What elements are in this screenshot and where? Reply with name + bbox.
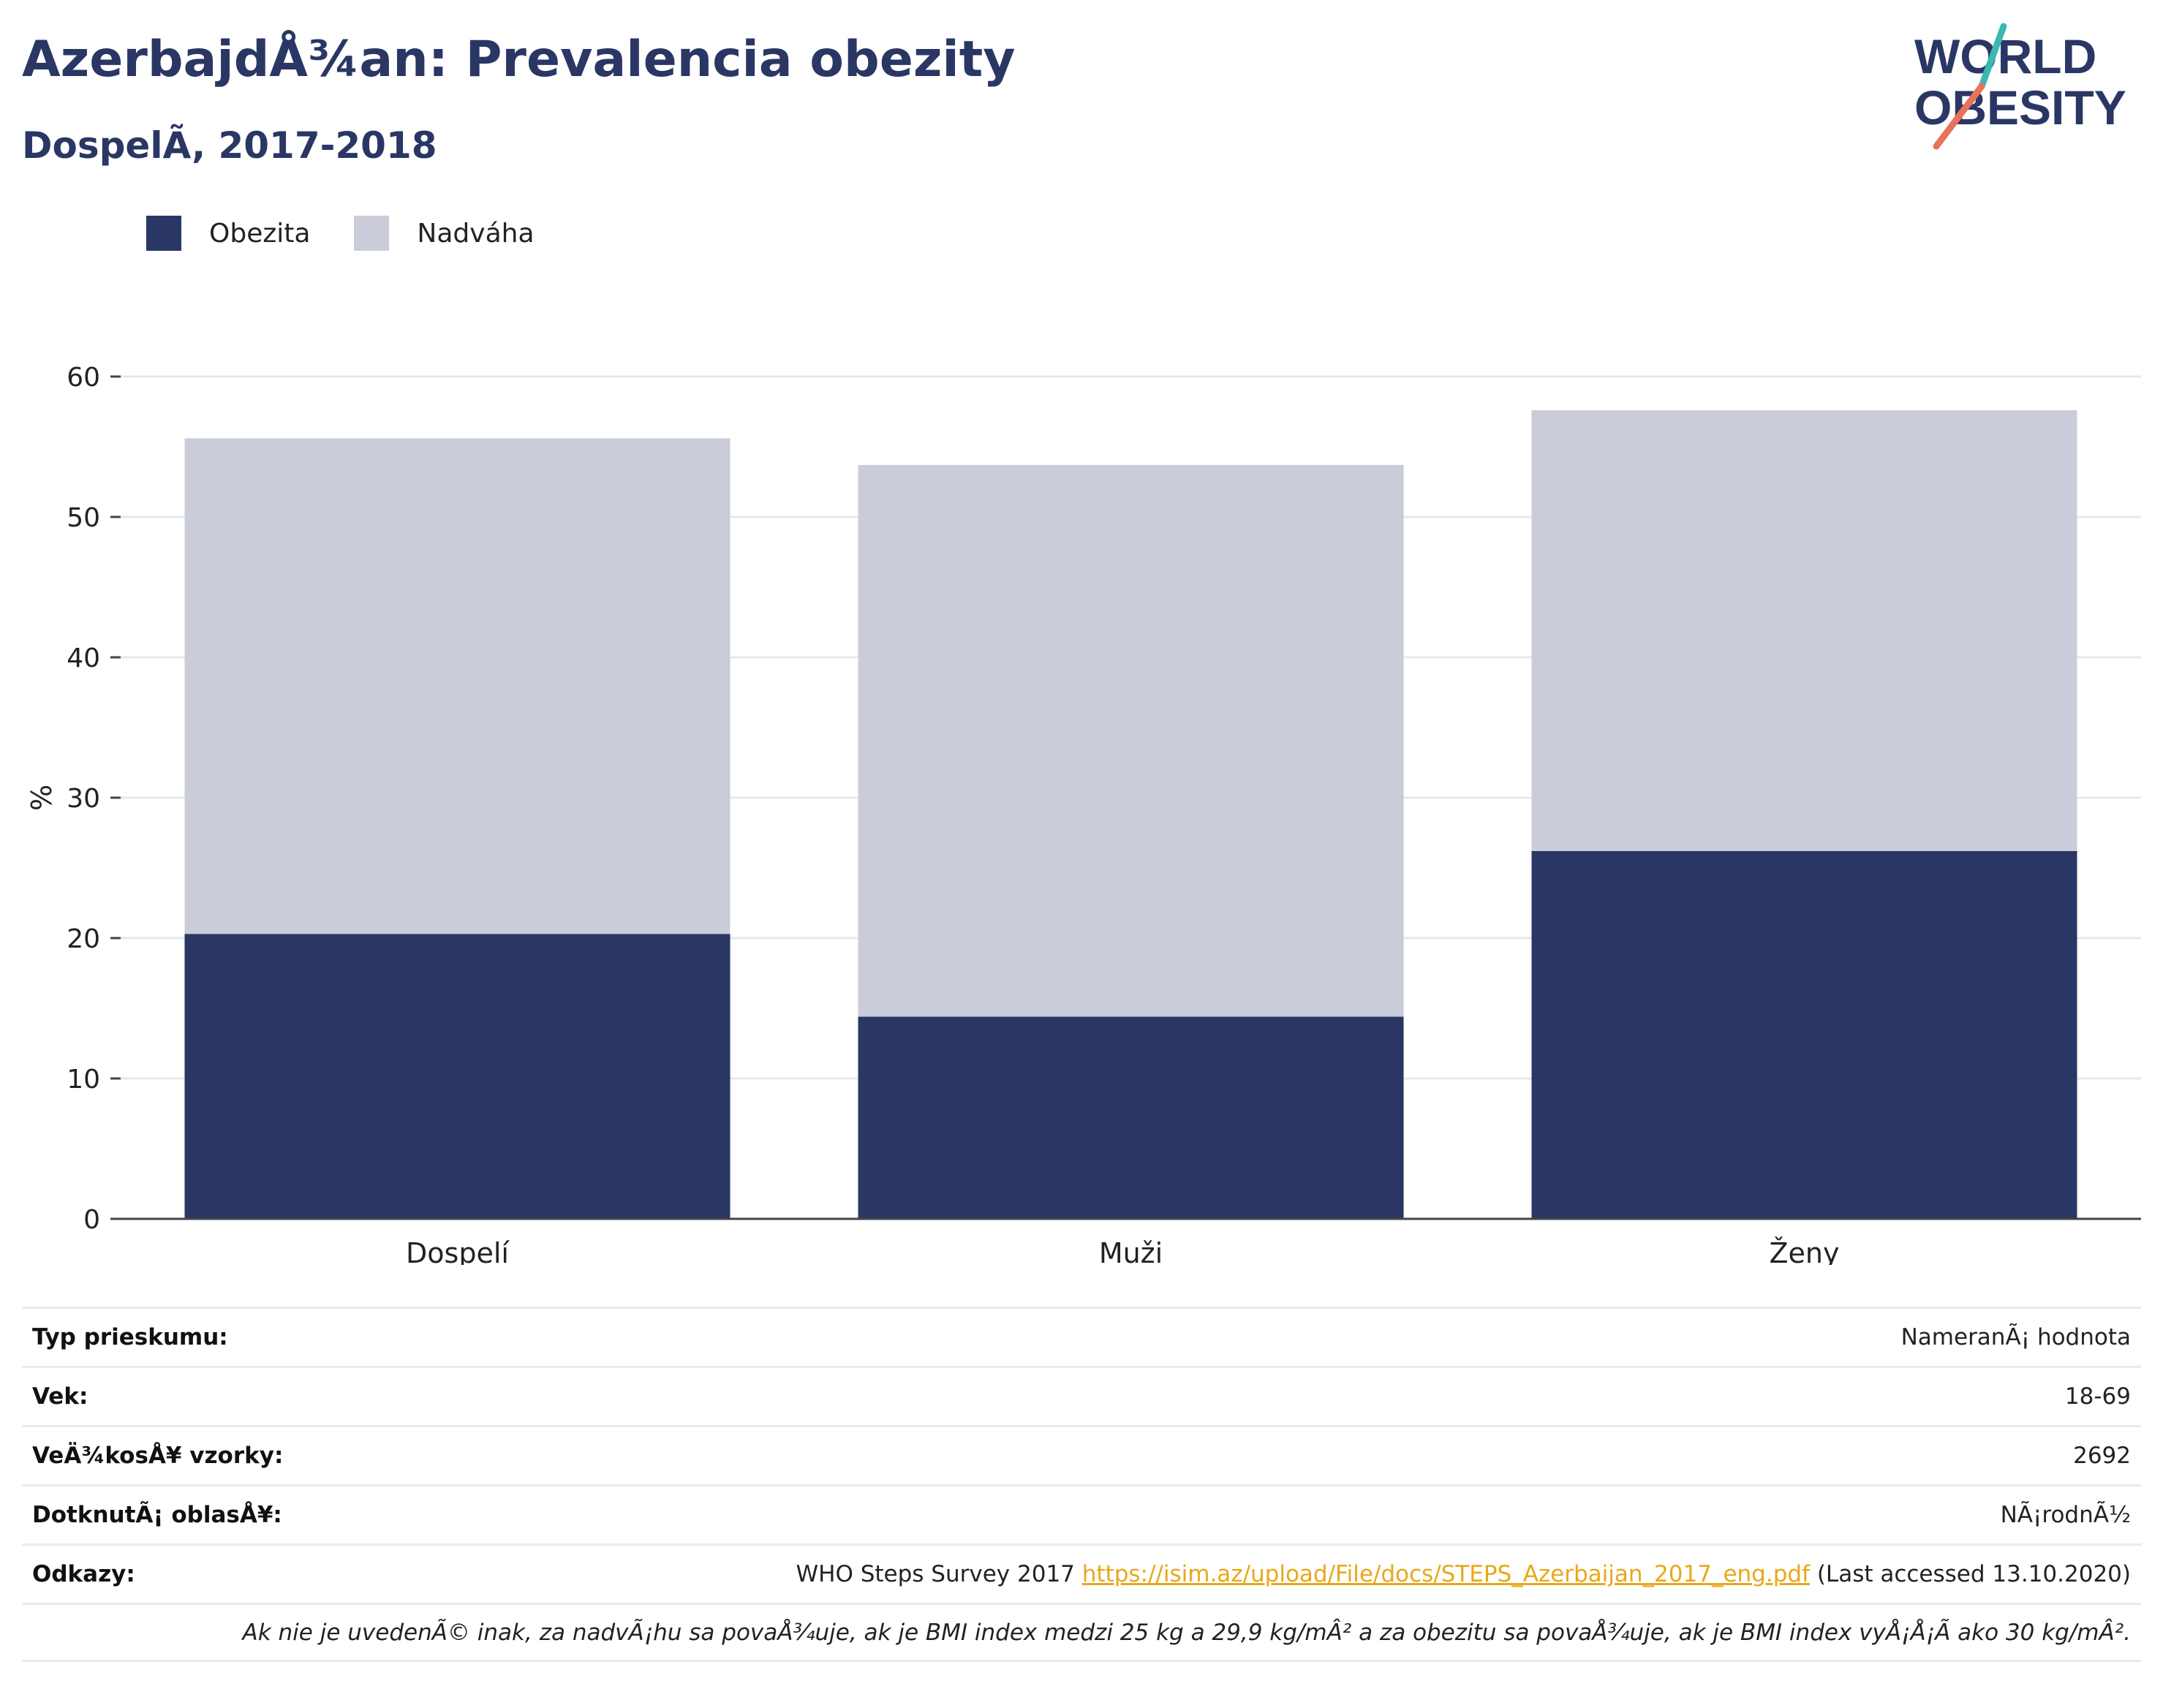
bar-overweight — [184, 438, 731, 934]
world-obesity-logo: WORLD OBESITY — [1914, 23, 2126, 150]
chart-title: AzerbajdÅ¾an: Prevalencia obezity — [22, 31, 1016, 88]
info-row-references: Odkazy: WHO Steps Survey 2017 https://is… — [22, 1543, 2141, 1603]
age-value: 18-69 — [2064, 1383, 2131, 1410]
age-label: Vek: — [32, 1383, 88, 1410]
legend-item-overweight: Nadváha — [354, 216, 535, 251]
y-tick-label: 30 — [67, 784, 100, 814]
logo-slash-coral — [1933, 83, 1985, 150]
legend-swatch-obesity — [146, 216, 181, 251]
bar-obesity — [1531, 850, 2077, 1219]
bar-obesity — [184, 934, 731, 1219]
info-row-sample-size: VeÄ¾kosÅ¥ vzorky: 2692 — [22, 1425, 2141, 1484]
area-label: DotknutÃ¡ oblasÅ¥: — [32, 1502, 282, 1528]
bmi-definition-note: Ak nie je uvedenÃ© inak, za nadvÃ¡hu sa … — [242, 1619, 2131, 1646]
area-value: NÃ¡rodnÃ½ — [2000, 1502, 2131, 1528]
y-tick-label: 50 — [67, 503, 100, 533]
info-row-survey-type: Typ prieskumu: NameranÃ¡ hodnota — [22, 1307, 2141, 1366]
x-tick-label: Dospelí — [406, 1237, 510, 1265]
survey-info-table: Typ prieskumu: NameranÃ¡ hodnota Vek: 18… — [22, 1307, 2141, 1662]
references-prefix: WHO Steps Survey 2017 — [796, 1561, 1075, 1587]
x-tick-label: Muži — [1099, 1237, 1163, 1265]
info-row-age: Vek: 18-69 — [22, 1366, 2141, 1425]
references-label: Odkazy: — [32, 1561, 135, 1587]
y-axis-label: % — [26, 785, 58, 811]
sample-size-label: VeÄ¾kosÅ¥ vzorky: — [32, 1443, 284, 1469]
legend-label-obesity: Obezita — [209, 218, 311, 249]
y-tick-label: 40 — [67, 643, 100, 673]
x-tick-label: Ženy — [1770, 1237, 1840, 1265]
legend-item-obesity: Obezita — [146, 216, 310, 251]
logo-slash-teal — [1978, 23, 2007, 90]
y-tick-label: 20 — [67, 924, 100, 954]
y-tick-label: 10 — [67, 1065, 100, 1095]
y-tick-label: 60 — [67, 363, 100, 393]
logo-text-obesity: OBESITY — [1914, 80, 2126, 135]
y-tick-label: 0 — [83, 1205, 100, 1235]
logo-text-world: WORLD — [1914, 29, 2096, 83]
info-row-note: Ak nie je uvedenÃ© inak, za nadvÃ¡hu sa … — [22, 1603, 2141, 1662]
references-value: WHO Steps Survey 2017 https://isim.az/up… — [796, 1561, 2132, 1587]
chart-legend: Obezita Nadváha — [146, 216, 578, 251]
bar-overweight — [1531, 410, 2077, 851]
bar-chart: 0 10 20 30 40 50 60% Dospelí Muži Ženy — [26, 363, 2141, 1265]
survey-type-label: Typ prieskumu: — [32, 1324, 228, 1350]
bar-overweight — [858, 464, 1404, 1017]
references-link[interactable]: https://isim.az/upload/File/docs/STEPS_A… — [1082, 1561, 1810, 1587]
sample-size-value: 2692 — [2073, 1443, 2131, 1469]
references-suffix: (Last accessed 13.10.2020) — [1816, 1561, 2131, 1587]
info-row-area: DotknutÃ¡ oblasÅ¥: NÃ¡rodnÃ½ — [22, 1484, 2141, 1543]
legend-label-overweight: Nadváha — [417, 218, 535, 249]
chart-subtitle: DospelÃ­, 2017-2018 — [22, 124, 437, 167]
survey-type-value: NameranÃ¡ hodnota — [1900, 1324, 2131, 1350]
bar-obesity — [858, 1016, 1404, 1219]
legend-swatch-overweight — [354, 216, 390, 251]
